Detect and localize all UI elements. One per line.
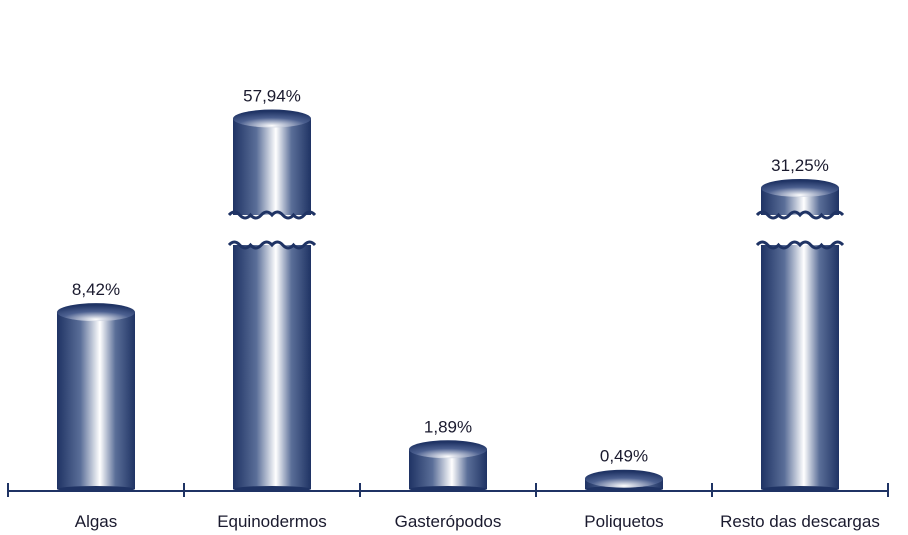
- bar-4: [585, 469, 663, 492]
- category-label: Algas: [75, 512, 118, 531]
- category-label: Equinodermos: [217, 512, 327, 531]
- axis-break-lower: [227, 240, 317, 250]
- data-label: 31,25%: [771, 156, 829, 175]
- bar-1: [57, 303, 135, 492]
- axis-break-upper: [227, 210, 317, 220]
- data-label: 0,49%: [600, 447, 648, 466]
- data-label: 57,94%: [243, 87, 301, 106]
- data-label: 8,42%: [72, 280, 120, 299]
- data-label: 1,89%: [424, 417, 472, 436]
- bar-2: [227, 109, 317, 492]
- bar-3: [409, 440, 487, 492]
- category-label: Resto das descargas: [720, 512, 880, 531]
- category-label: Poliquetos: [584, 512, 663, 531]
- axis-break-lower: [755, 240, 845, 250]
- category-label: Gasterópodos: [395, 512, 502, 531]
- axis-break-upper: [755, 210, 845, 220]
- bar-5: [755, 178, 845, 492]
